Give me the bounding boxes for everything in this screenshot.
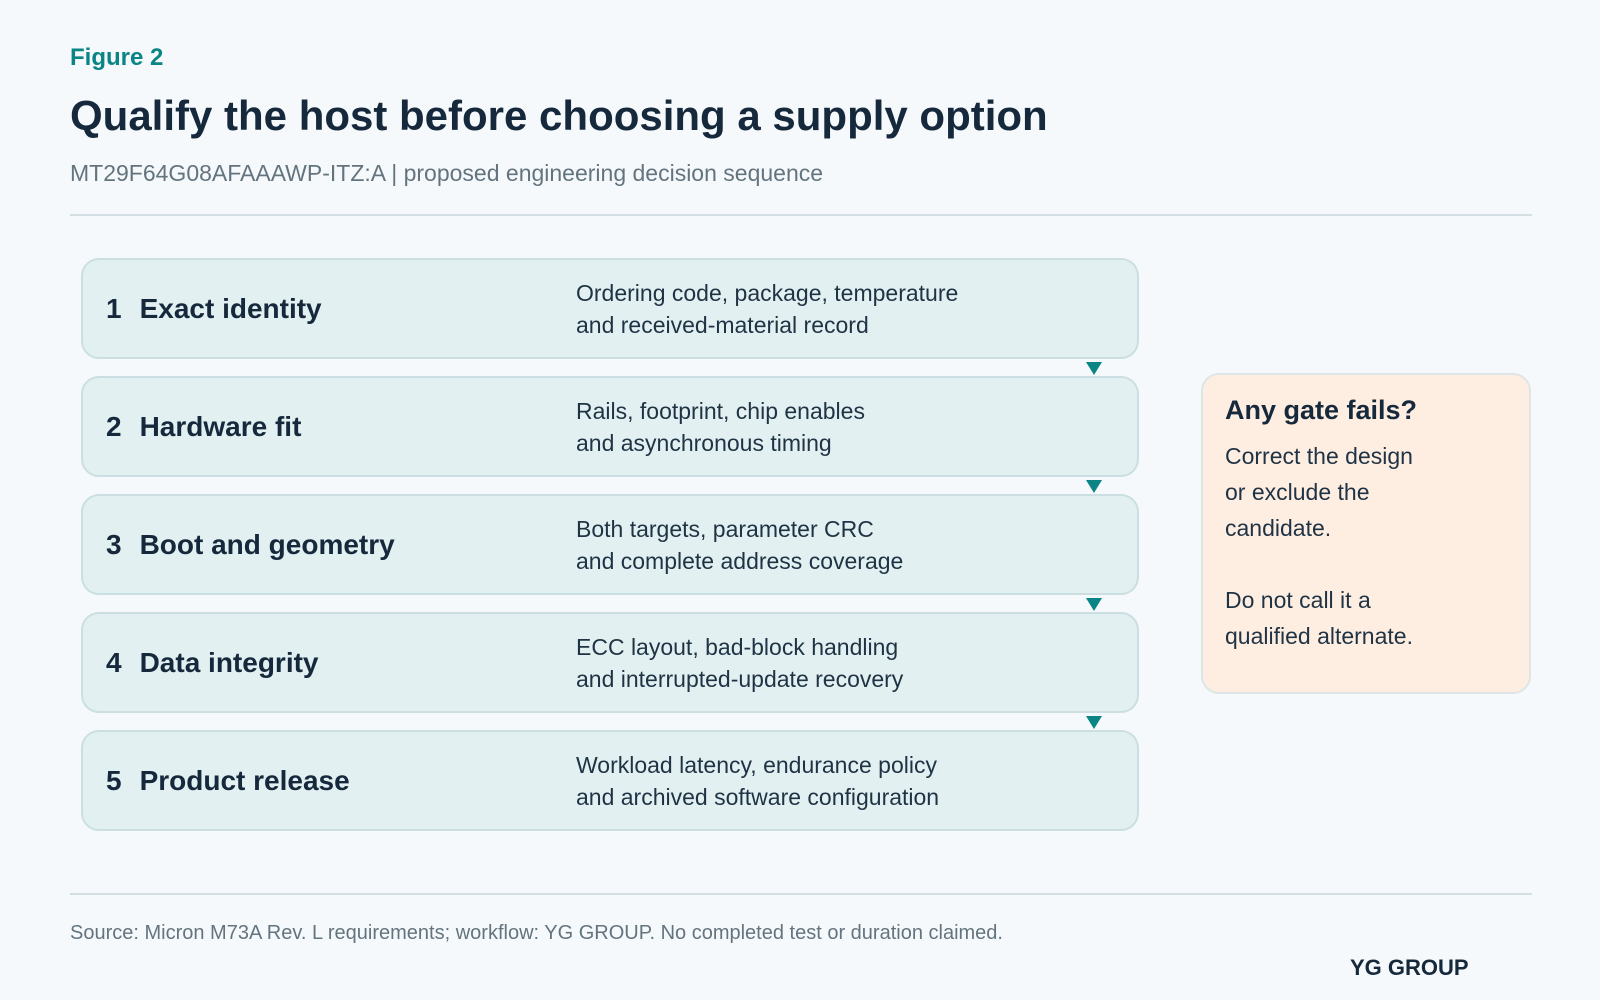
step-number: 3 [106,528,122,560]
step-description: Workload latency, endurance policy and a… [576,732,939,829]
step-title: Product release [139,764,350,796]
header-divider [70,214,1532,216]
step-description: Both targets, parameter CRC and complete… [576,496,903,593]
callout-line: candidate. [1225,515,1332,541]
step-description-line: and received-material record [576,311,869,338]
step-title: Boot and geometry [139,528,395,560]
footer-divider [70,893,1532,895]
step-title: Exact identity [139,292,322,324]
step-number: 5 [106,764,122,796]
step-description-line: ECC layout, bad-block handling [576,633,899,660]
flow-arrow-down-icon [1086,480,1102,493]
step-title: Data integrity [139,646,319,678]
step-product-release: 5 Product release Workload latency, endu… [81,730,1139,831]
step-number: 1 [106,292,122,324]
callout-line: or exclude the [1225,479,1370,505]
step-hardware-fit: 2 Hardware fit Rails, footprint, chip en… [81,376,1139,477]
flow-arrow-down-icon [1086,716,1102,729]
brand-logo: YG GROUP [1350,955,1469,980]
step-title: Hardware fit [139,410,302,442]
callout-line: Correct the design [1225,443,1413,469]
page-subtitle: MT29F64G08AFAAAWP-ITZ:A | proposed engin… [70,160,824,186]
page-title: Qualify the host before choosing a suppl… [70,92,1048,139]
step-description: Rails, footprint, chip enables and async… [576,378,865,475]
step-description-line: Rails, footprint, chip enables [576,397,865,424]
step-data-integrity: 4 Data integrity ECC layout, bad-block h… [81,612,1139,713]
step-description-line: and archived software configuration [576,783,940,810]
step-description: ECC layout, bad-block handling and inter… [576,614,903,711]
flow-arrow-down-icon [1086,362,1102,375]
callout-line: Do not call it a [1225,587,1371,613]
step-description-line: and complete address coverage [576,547,904,574]
callout-line: qualified alternate. [1225,623,1413,649]
step-exact-identity: 1 Exact identity Ordering code, package,… [81,258,1139,359]
step-description: Ordering code, package, temperature and … [576,260,958,357]
figure-label: Figure 2 [70,44,164,71]
step-boot-and-geometry: 3 Boot and geometry Both targets, parame… [81,494,1139,595]
flow-arrow-down-icon [1086,598,1102,611]
step-description-line: Both targets, parameter CRC [576,515,874,542]
step-description-line: and asynchronous timing [576,429,832,456]
step-number: 2 [106,410,122,442]
step-number: 4 [106,646,122,678]
step-description-line: and interrupted-update recovery [576,665,904,692]
gate-fail-callout: Any gate fails? Correct the design or ex… [1201,373,1531,694]
source-note: Source: Micron M73A Rev. L requirements;… [70,922,1003,944]
callout-title: Any gate fails? [1225,395,1418,425]
step-description-line: Workload latency, endurance policy [576,751,937,778]
callout-body: Correct the design or exclude the candid… [1225,438,1507,654]
step-description-line: Ordering code, package, temperature [576,279,959,306]
